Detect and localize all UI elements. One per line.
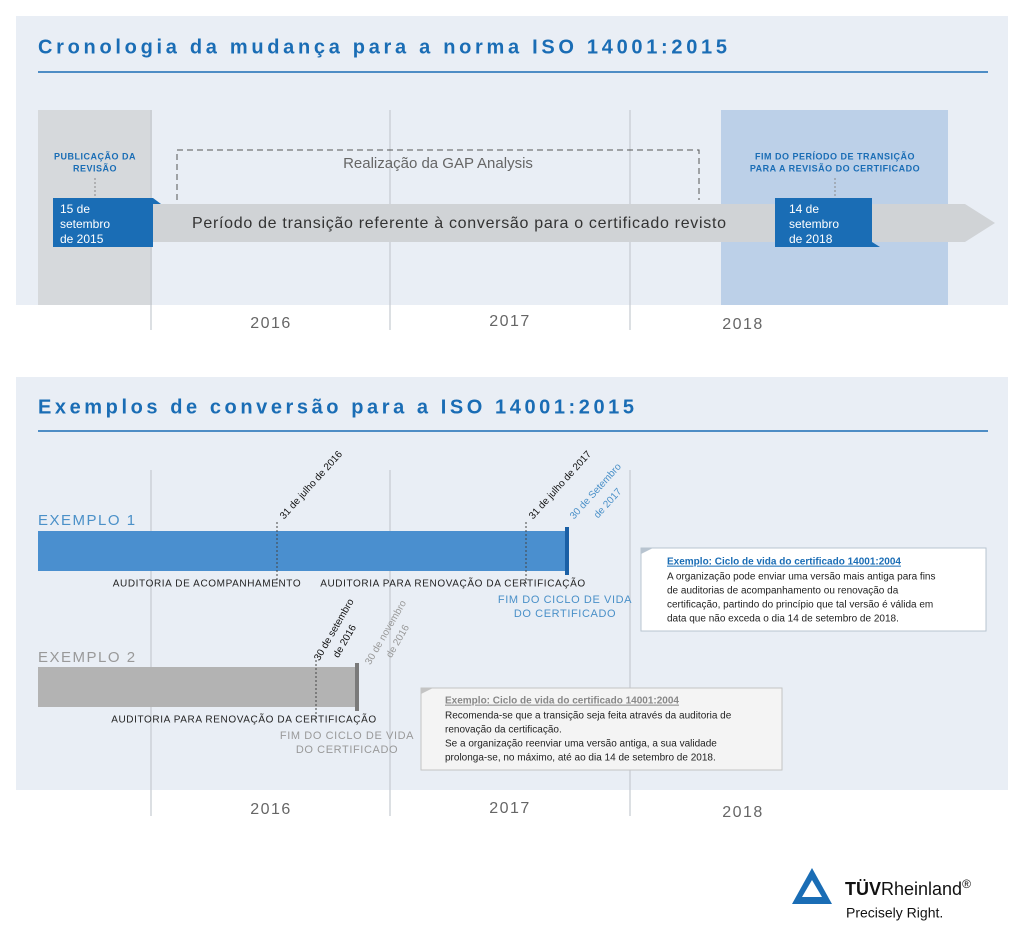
note-corner [641,548,653,554]
end-date: de 2018 [789,232,833,246]
note-corner [421,688,433,694]
note-line: certificação, partindo do princípio que … [667,600,933,611]
note-box [640,547,987,632]
bar-end [565,527,569,575]
note-line: prolonga-se, no máximo, até ao dia 14 de… [445,753,716,764]
end-label: FIM DO PERÍODO DE TRANSIÇÃO [755,151,915,161]
end-date: setembro [789,217,839,231]
logo-triangle-inner [802,880,822,897]
publication-label: PUBLICAÇÃO DA [54,151,136,161]
year-label: 2018 [722,804,764,821]
end-label: DO CERTIFICADO [514,608,616,620]
logo-brand-rest: Rheinland [881,879,962,899]
note-line: de auditorias de acompanhamento ou renov… [667,586,899,597]
transition-label: Período de transição referente à convers… [192,215,726,232]
audit-label: AUDITORIA DE ACOMPANHAMENTO [113,579,301,590]
end-label: FIM DO CICLO DE VIDA [498,594,632,606]
year-label: 2016 [250,315,292,332]
bar-end [355,663,359,711]
logo-brand: TÜVRheinland® [845,877,971,899]
example-bar [38,667,358,707]
logo-tagline: Precisely Right. [846,905,943,921]
logo-brand-bold: TÜV [845,879,881,899]
note-box [420,687,783,771]
year-label: 2016 [250,801,292,818]
section-title: Exemplos de conversão para a ISO 14001:2… [38,396,634,418]
publication-date-box [53,198,161,247]
note-line: Recomenda-se que a transição seja feita … [445,711,732,722]
year-label: 2017 [489,800,531,817]
end-date-box [775,198,880,247]
note-line: A organização pode enviar uma versão mai… [667,572,936,583]
note-line: renovação da certificação. [445,725,562,736]
example-label: EXEMPLO 1 [38,512,137,529]
gap-bracket [176,149,700,200]
note-title: Exemplo: Ciclo de vida do certificado 14… [445,696,679,707]
note-line: Se a organização reenviar uma versão ant… [445,739,717,750]
audit-label: AUDITORIA PARA RENOVAÇÃO DA CERTIFICAÇÃO [320,577,586,590]
end-label: DO CERTIFICADO [296,744,398,756]
publication-label: REVISÃO [73,163,117,173]
example-bar [38,531,568,571]
end-label: PARA A REVISÃO DO CERTIFICADO [750,163,920,173]
note-title: Exemplo: Ciclo de vida do certificado 14… [667,557,901,568]
year-label: 2017 [489,313,531,330]
example-label: EXEMPLO 2 [38,649,137,666]
audit-label: AUDITORIA PARA RENOVAÇÃO DA CERTIFICAÇÃO [111,713,377,726]
publication-date: de 2015 [60,232,104,246]
logo-mark: ® [962,877,971,891]
end-date: 14 de [789,202,819,216]
year-label: 2018 [722,316,764,333]
end-label: FIM DO CICLO DE VIDA [280,730,414,742]
note-line: data que não exceda o dia 14 de setembro… [667,614,899,625]
publication-date: setembro [60,217,110,231]
gap-label: Realização da GAP Analysis [343,155,533,172]
publication-date: 15 de [60,202,90,216]
